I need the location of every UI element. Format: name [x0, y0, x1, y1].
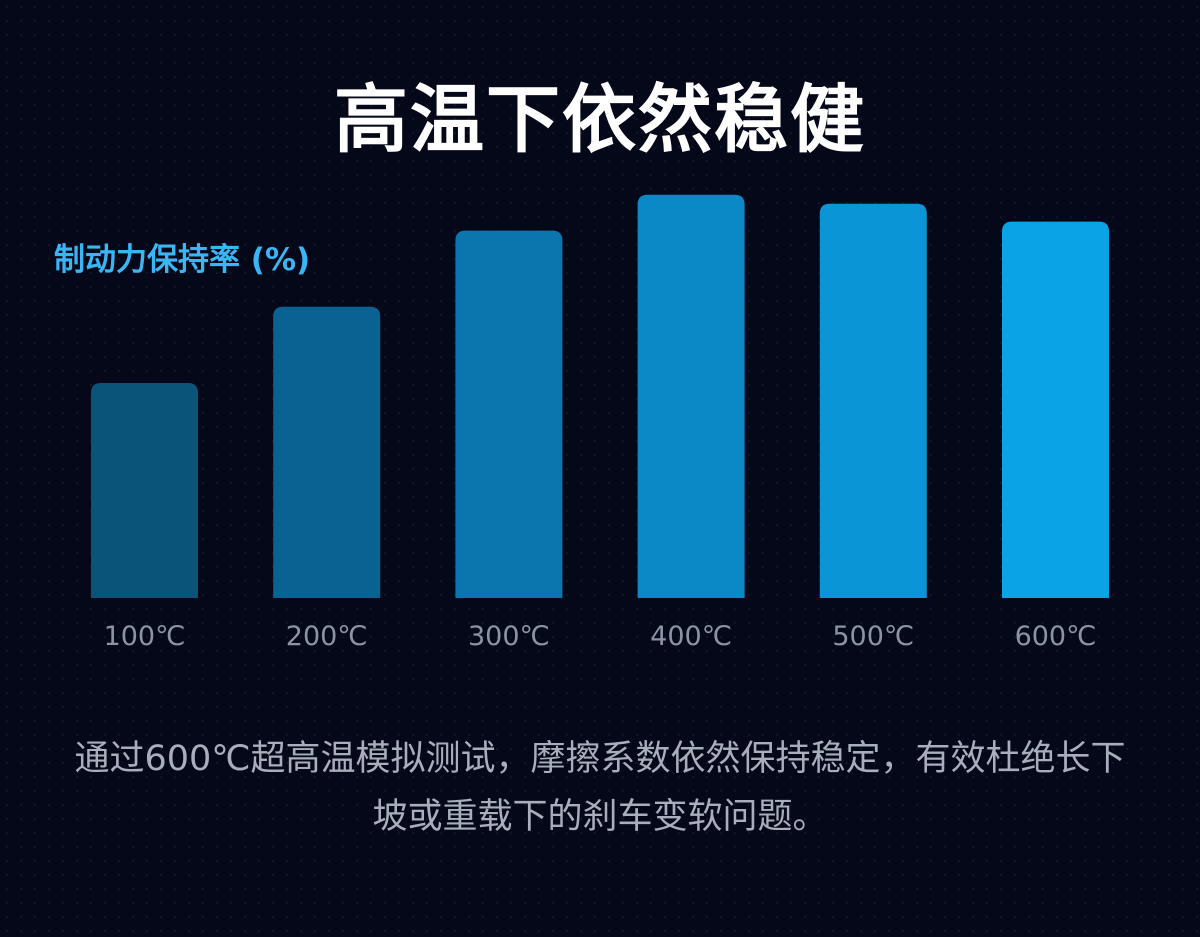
- x-tick-label: 600℃: [1015, 621, 1097, 652]
- x-tick-label: 100℃: [104, 621, 186, 652]
- bar-1: [91, 382, 198, 598]
- bar-3: [455, 230, 563, 598]
- bar-6: [1002, 221, 1109, 598]
- bar-4: [637, 194, 745, 599]
- bar-chart: 100℃ 200℃ 300℃ 400℃ 500℃ 600℃: [91, 194, 1109, 652]
- x-tick-label: 300℃: [468, 621, 550, 652]
- page-title: 高温下依然稳健: [334, 77, 866, 163]
- bar-2: [273, 306, 381, 598]
- caption-text: 通过600℃超高温模拟测试，摩擦系数依然保持稳定，有效杜绝长下坡或重载下的刹车变…: [74, 739, 1126, 837]
- bar-5: [819, 203, 927, 598]
- x-tick-label: 200℃: [286, 621, 368, 652]
- x-tick-label: 500℃: [832, 621, 914, 652]
- x-tick-label: 400℃: [650, 621, 732, 652]
- y-axis-label: 制动力保持率 (%): [54, 242, 311, 278]
